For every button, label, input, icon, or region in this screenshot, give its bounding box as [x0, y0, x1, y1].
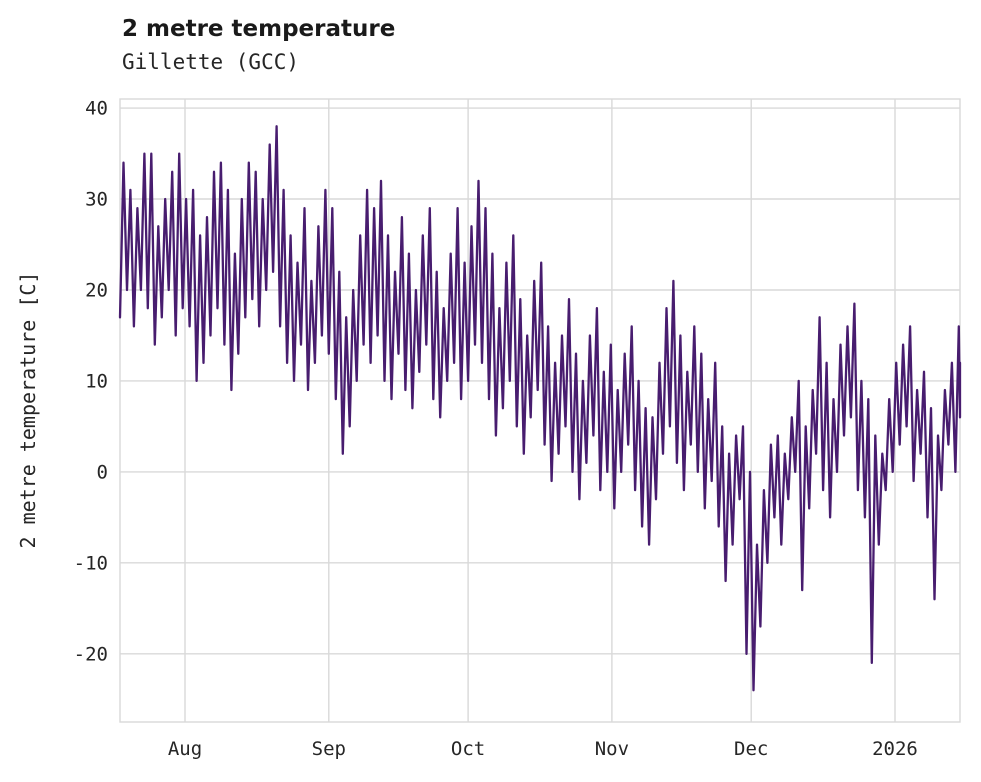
x-tick-label: Dec	[734, 738, 768, 760]
y-tick-label: 0	[97, 461, 108, 483]
y-tick-label: 30	[85, 189, 108, 211]
chart-subtitle: Gillette (GCC)	[122, 50, 300, 74]
x-tick-label: 2026	[872, 738, 918, 760]
y-axis-label: 2 metre temperature [C]	[16, 271, 40, 549]
chart-title: 2 metre temperature	[122, 16, 396, 42]
y-tick-label: 20	[85, 280, 108, 302]
y-tick-label: 10	[85, 370, 108, 392]
temperature-series-line	[118, 125, 962, 692]
y-tick-label: -10	[74, 552, 108, 574]
x-tick-label: Aug	[168, 738, 202, 760]
x-tick-label: Oct	[451, 738, 485, 760]
x-tick-label: Sep	[312, 738, 346, 760]
y-tick-label: 40	[85, 98, 108, 120]
y-tick-label: -20	[74, 643, 108, 665]
x-tick-label: Nov	[595, 738, 629, 760]
